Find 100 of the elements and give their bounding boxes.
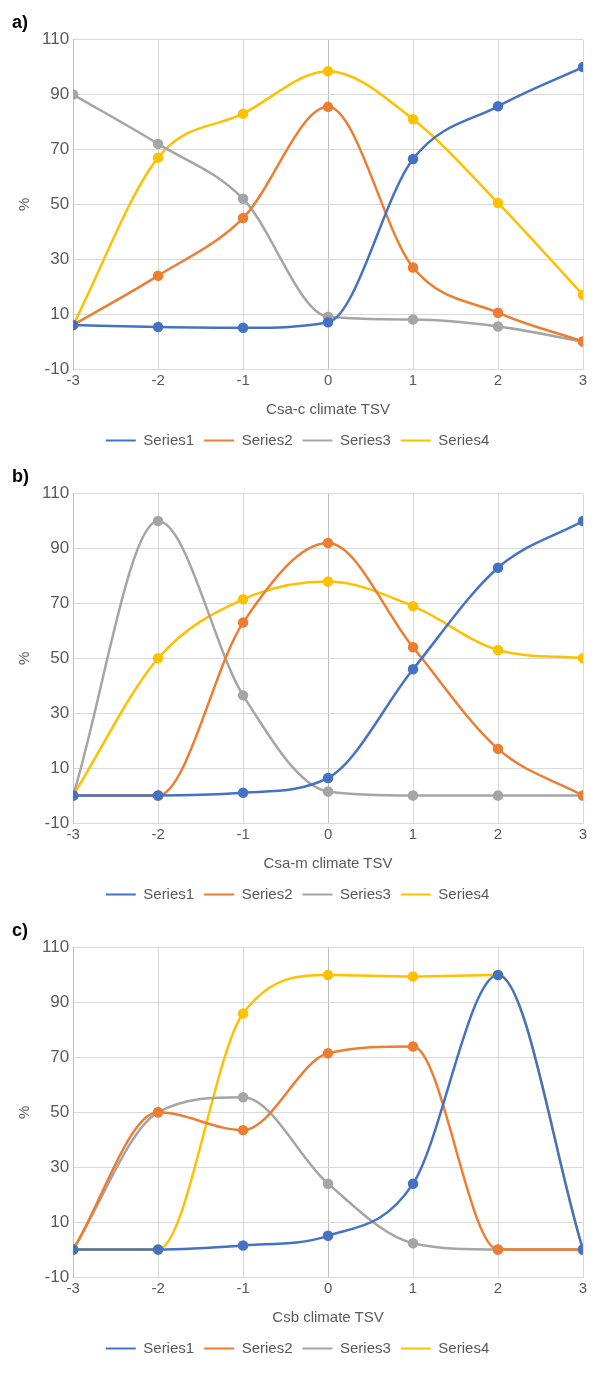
y-tick-label: 10 bbox=[50, 757, 70, 777]
y-tick-label: 90 bbox=[50, 992, 70, 1012]
point bbox=[407, 1041, 419, 1052]
y-tick-label: 10 bbox=[50, 1211, 70, 1231]
point bbox=[492, 562, 504, 573]
point bbox=[492, 790, 504, 801]
legend-label: Series3 bbox=[340, 430, 391, 448]
point bbox=[322, 969, 334, 981]
y-axis-title: % bbox=[15, 1105, 33, 1119]
point bbox=[237, 322, 249, 334]
point bbox=[492, 743, 504, 755]
point bbox=[492, 307, 504, 318]
y-tick-label: -10 bbox=[44, 812, 70, 832]
legend-label: Series1 bbox=[143, 1338, 195, 1356]
point bbox=[237, 594, 249, 605]
point bbox=[407, 113, 419, 125]
point bbox=[237, 690, 249, 701]
y-tick-label: -10 bbox=[44, 1266, 70, 1286]
y-tick-label: 110 bbox=[41, 29, 70, 49]
point bbox=[237, 212, 249, 224]
x-tick-label: 3 bbox=[578, 371, 588, 389]
point bbox=[152, 138, 164, 150]
y-tick-label: 90 bbox=[50, 84, 70, 104]
x-tick-label: 1 bbox=[408, 1279, 418, 1297]
point bbox=[237, 617, 249, 628]
chart-title: b) bbox=[12, 465, 29, 486]
y-tick-label: 50 bbox=[50, 647, 70, 667]
y-tick-label: 10 bbox=[50, 303, 70, 323]
point bbox=[322, 772, 334, 784]
point bbox=[322, 537, 334, 549]
y-tick-label: 70 bbox=[50, 139, 70, 159]
x-tick-label: 2 bbox=[493, 1279, 503, 1297]
y-tick-label: 30 bbox=[50, 702, 70, 722]
point bbox=[322, 317, 334, 328]
x-tick-label: -2 bbox=[151, 825, 165, 843]
point bbox=[407, 790, 419, 801]
y-axis-title: % bbox=[15, 651, 33, 665]
legend-label: Series2 bbox=[241, 430, 293, 448]
x-tick-label: 3 bbox=[578, 825, 588, 843]
y-tick-label: 110 bbox=[41, 483, 70, 503]
point bbox=[492, 101, 504, 112]
legend-label: Series3 bbox=[340, 884, 391, 902]
point bbox=[237, 787, 249, 799]
point bbox=[322, 1048, 334, 1059]
x-tick-label: -2 bbox=[151, 371, 165, 389]
point bbox=[407, 600, 419, 612]
point bbox=[407, 1237, 419, 1249]
x-axis-title: Csa-m climate TSV bbox=[263, 854, 393, 872]
point bbox=[237, 1124, 249, 1136]
point bbox=[407, 664, 419, 675]
legend-label: Series4 bbox=[438, 1338, 490, 1356]
legend-label: Series4 bbox=[438, 884, 490, 902]
legend-label: Series2 bbox=[241, 884, 293, 902]
y-tick-label: 50 bbox=[50, 193, 70, 213]
legend-label: Series1 bbox=[143, 884, 195, 902]
x-tick-label: 1 bbox=[408, 371, 418, 389]
point bbox=[407, 262, 419, 273]
point bbox=[407, 1178, 419, 1189]
y-tick-label: 50 bbox=[50, 1101, 70, 1121]
point bbox=[152, 321, 164, 333]
legend-label: Series2 bbox=[241, 1338, 293, 1356]
point bbox=[322, 101, 334, 113]
x-tick-label: 3 bbox=[578, 1279, 588, 1297]
chart-title: a) bbox=[12, 11, 29, 32]
point bbox=[237, 1091, 249, 1103]
y-axis-title: % bbox=[15, 197, 33, 211]
point bbox=[322, 1178, 334, 1189]
point bbox=[407, 642, 419, 653]
point bbox=[237, 193, 249, 205]
x-tick-label: -1 bbox=[236, 825, 250, 843]
legend-label: Series4 bbox=[438, 430, 490, 448]
point bbox=[322, 1230, 334, 1242]
point bbox=[407, 153, 419, 165]
point bbox=[492, 321, 504, 332]
x-tick-label: 0 bbox=[323, 1279, 333, 1297]
point bbox=[322, 786, 334, 797]
point bbox=[152, 152, 164, 163]
y-tick-label: 30 bbox=[50, 1156, 70, 1176]
legend-label: Series3 bbox=[340, 1338, 391, 1356]
x-tick-label: 1 bbox=[408, 825, 418, 843]
y-tick-label: 70 bbox=[50, 1047, 70, 1067]
point bbox=[152, 653, 164, 664]
point bbox=[237, 1240, 249, 1251]
point bbox=[322, 576, 334, 587]
point bbox=[407, 971, 419, 982]
point bbox=[152, 270, 164, 281]
x-tick-label: 2 bbox=[493, 825, 503, 843]
y-tick-label: 110 bbox=[41, 937, 70, 957]
y-tick-label: 90 bbox=[50, 538, 70, 558]
point bbox=[492, 644, 504, 656]
x-tick-label: 0 bbox=[323, 371, 333, 389]
x-tick-label: 0 bbox=[323, 825, 333, 843]
y-tick-label: 30 bbox=[50, 248, 70, 268]
point bbox=[407, 314, 419, 325]
point bbox=[237, 108, 249, 119]
chart-title: c) bbox=[12, 919, 29, 940]
point bbox=[492, 197, 504, 209]
point bbox=[237, 1008, 249, 1019]
x-axis-title: Csb climate TSV bbox=[272, 1308, 384, 1326]
x-tick-label: -1 bbox=[236, 371, 250, 389]
